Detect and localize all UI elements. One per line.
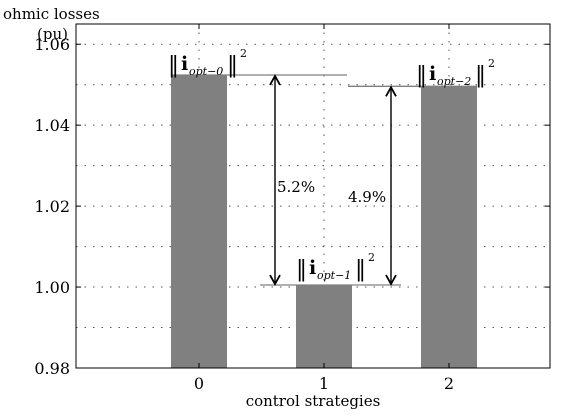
norm-superscript: 2 bbox=[240, 47, 247, 60]
y-axis-title-line1: ohmic losses bbox=[3, 5, 100, 23]
reference-lines bbox=[171, 74, 477, 286]
norm-label-0: ‖ i opt−0 ‖ 2 bbox=[168, 47, 247, 78]
norm-subscript: opt−0 bbox=[189, 65, 223, 78]
norm-subscript: opt−1 bbox=[317, 269, 351, 282]
bars bbox=[171, 74, 477, 368]
norm-letter: i bbox=[309, 257, 316, 279]
y-tick-label-0: 0.98 bbox=[34, 359, 70, 378]
plot-frame bbox=[75, 23, 551, 369]
norm-letter: i bbox=[429, 63, 436, 85]
x-tick-label-0: 0 bbox=[194, 374, 204, 393]
norm-superscript: 2 bbox=[368, 251, 375, 264]
norm-subscript: opt−2 bbox=[437, 75, 471, 88]
norm-left-bars: ‖ bbox=[168, 53, 179, 78]
bar-1 bbox=[296, 285, 352, 368]
norm-right-bars: ‖ bbox=[227, 53, 238, 78]
norm-label-1: ‖ i opt−1 ‖ 2 bbox=[296, 251, 375, 282]
bar-2 bbox=[421, 86, 477, 368]
norm-superscript: 2 bbox=[488, 57, 495, 70]
bar-0 bbox=[171, 74, 227, 368]
y-tick-label-4: 1.06 bbox=[34, 35, 70, 54]
x-tick-label-2: 2 bbox=[444, 374, 454, 393]
norm-right-bars: ‖ bbox=[475, 63, 486, 88]
x-axis-title: control strategies bbox=[246, 392, 381, 410]
difference-arrows: 5.2% 4.9% bbox=[269, 74, 397, 286]
x-tick-label-1: 1 bbox=[319, 374, 329, 393]
norm-left-bars: ‖ bbox=[416, 63, 427, 88]
norm-right-bars: ‖ bbox=[355, 257, 366, 282]
y-tick-label-1: 1.00 bbox=[34, 278, 70, 297]
y-axis-title-line2: (pu) bbox=[37, 25, 68, 43]
difference-label-0: 5.2% bbox=[277, 178, 315, 196]
y-tick-label-2: 1.02 bbox=[34, 197, 70, 216]
norm-letter: i bbox=[181, 53, 188, 75]
difference-label-1: 4.9% bbox=[348, 188, 386, 206]
x-axis-ticks: 0 1 2 bbox=[194, 24, 454, 393]
norm-left-bars: ‖ bbox=[296, 257, 307, 282]
norm-label-2: ‖ i opt−2 ‖ 2 bbox=[416, 57, 495, 88]
bar-norm-labels: ‖ i opt−0 ‖ 2‖ i opt−1 ‖ 2‖ i opt−2 ‖ 2 bbox=[168, 47, 495, 282]
y-tick-label-3: 1.04 bbox=[34, 116, 70, 135]
y-axis-ticks: 0.98 1.00 1.02 1.04 1.06 bbox=[34, 35, 550, 378]
